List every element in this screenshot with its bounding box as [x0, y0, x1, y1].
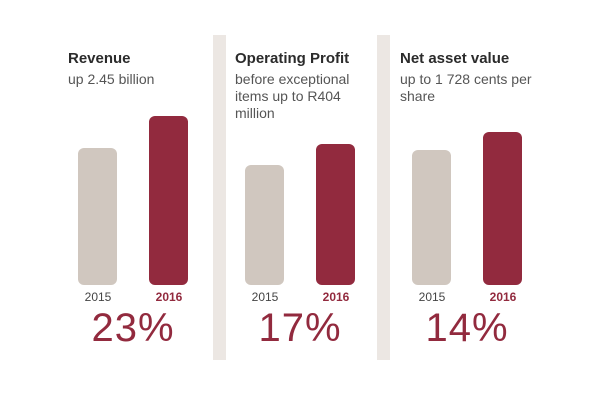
operating-profit-change-percent: 17% — [258, 306, 342, 350]
panel-divider-right — [377, 35, 390, 360]
operating-profit-year-2015: 2015 — [251, 290, 279, 304]
panel-divider-left — [213, 35, 226, 360]
net-asset-value-title: Net asset value — [400, 50, 510, 67]
revenue-change-percent: 23% — [91, 306, 175, 350]
operating-profit-bar-2016 — [316, 144, 355, 285]
net-asset-value-year-2015: 2015 — [418, 290, 446, 304]
net-asset-value-bar-2016 — [483, 132, 522, 285]
operating-profit-year-2016: 2016 — [322, 290, 350, 304]
revenue-panel: Revenue up 2.45 billion 2015 2016 23% — [68, 0, 208, 400]
operating-profit-subtitle: before exceptional items up to R404 mill… — [235, 71, 350, 121]
operating-profit-title: Operating Profit — [235, 50, 350, 67]
net-asset-value-bar-2015 — [412, 150, 451, 285]
net-asset-value-year-2016: 2016 — [489, 290, 517, 304]
operating-profit-bar-2015 — [245, 165, 284, 285]
net-asset-value-subtitle: up to 1 728 cents per share — [400, 71, 532, 104]
net-asset-value-panel: Net asset value up to 1 728 cents per sh… — [400, 0, 540, 400]
revenue-bar-2016 — [149, 116, 188, 285]
net-asset-value-change-percent: 14% — [425, 306, 509, 350]
revenue-subtitle: up 2.45 billion — [68, 71, 155, 87]
revenue-title: Revenue — [68, 50, 131, 67]
revenue-year-2015: 2015 — [84, 290, 112, 304]
revenue-bar-2015 — [78, 148, 117, 285]
operating-profit-panel: Operating Profit before exceptional item… — [235, 0, 375, 400]
revenue-year-2016: 2016 — [155, 290, 183, 304]
